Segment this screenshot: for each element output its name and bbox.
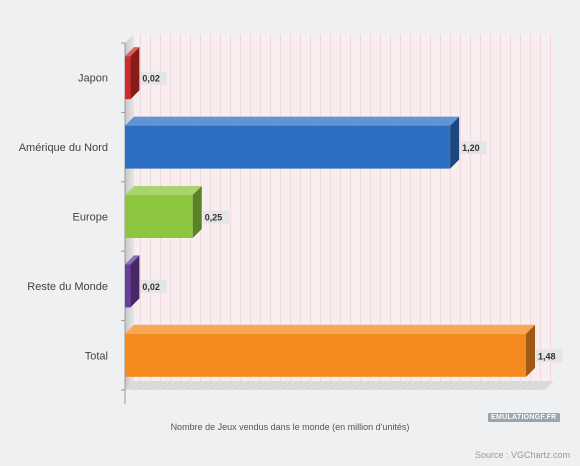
bar-front-face bbox=[125, 333, 527, 377]
data-label: 1,48 bbox=[538, 351, 556, 361]
bar-end-face bbox=[526, 324, 536, 377]
data-label-box bbox=[536, 349, 563, 363]
bar-europe bbox=[125, 185, 202, 239]
bar-total bbox=[125, 324, 536, 377]
x-axis-title: Nombre de Jeux vendus dans le monde (en … bbox=[171, 422, 410, 432]
source-credit: Source : VGChartz.com bbox=[474, 450, 570, 460]
bar-top-face bbox=[125, 255, 140, 265]
y-tick-label: Europe bbox=[73, 212, 108, 224]
bar-top-face bbox=[125, 116, 460, 126]
y-tick-label: Amérique du Nord bbox=[19, 142, 108, 154]
bar-top-face bbox=[125, 47, 140, 57]
y-tick-label: Reste du Monde bbox=[27, 281, 108, 293]
data-label-box bbox=[140, 71, 167, 85]
bar-front-face bbox=[125, 194, 193, 239]
bar-end-face bbox=[130, 47, 140, 100]
data-label-box bbox=[202, 210, 230, 224]
y-tick-label: Japon bbox=[78, 73, 108, 85]
plot-floor bbox=[125, 381, 554, 390]
data-label-box bbox=[140, 279, 167, 293]
bar-front-face bbox=[125, 56, 131, 100]
data-label: 0,02 bbox=[142, 282, 160, 292]
bar-top-face bbox=[125, 185, 202, 195]
bar-end-face bbox=[450, 116, 460, 169]
data-label-box bbox=[460, 141, 487, 155]
bar-end-face bbox=[192, 185, 202, 239]
bar-japon bbox=[125, 47, 140, 100]
bar-front-face bbox=[125, 264, 131, 308]
bar-reste-du-monde bbox=[125, 255, 140, 308]
bar-top-face bbox=[125, 324, 536, 334]
bar-am-rique-du-nord bbox=[125, 116, 460, 169]
watermark-logo: EMULATIONGF.FR bbox=[488, 413, 560, 422]
data-label: 0,02 bbox=[142, 74, 160, 84]
bar-end-face bbox=[130, 255, 140, 308]
data-label: 0,25 bbox=[205, 213, 223, 223]
bar-front-face bbox=[125, 125, 451, 169]
plot-back-wall bbox=[134, 34, 554, 381]
data-label: 1,20 bbox=[462, 143, 480, 153]
y-tick-label: Total bbox=[85, 350, 108, 362]
